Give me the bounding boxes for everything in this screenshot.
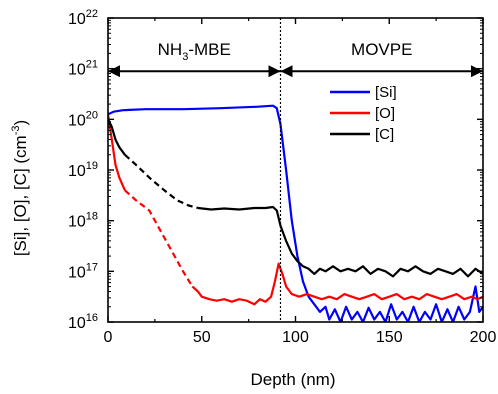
series-line-si-0 xyxy=(108,104,483,322)
y-tick-exponent: 22 xyxy=(86,8,98,20)
region-label-main: NH xyxy=(158,40,183,59)
y-tick-base: 10 xyxy=(68,11,86,28)
y-tick-exponent: 17 xyxy=(86,261,98,273)
series-line-o-0 xyxy=(108,114,126,191)
x-tick-label-200: 200 xyxy=(470,329,497,346)
series-group xyxy=(108,104,483,322)
y-tick-label-1e17: 1017 xyxy=(68,261,98,281)
legend-label-0: [Si] xyxy=(375,84,397,101)
y-tick-base: 10 xyxy=(68,264,86,281)
y-tick-base: 10 xyxy=(68,112,86,129)
legend-label-1: [O] xyxy=(375,105,395,122)
plot-area: 0 50 100 150 2001016101710181019102010211022… xyxy=(68,8,496,346)
region-label-main: MOVPE xyxy=(351,40,412,59)
series-line-c-1 xyxy=(124,153,199,210)
plot-frame xyxy=(107,17,484,323)
y-tick-exponent: 16 xyxy=(86,312,98,324)
y-tick-exponent: 21 xyxy=(86,59,98,71)
x-tick-label-0: 0 xyxy=(104,329,113,346)
x-tick-label-100: 100 xyxy=(282,329,309,346)
x-tick-label-50: 50 xyxy=(193,329,211,346)
region-label-subscript: 3 xyxy=(182,51,188,63)
region-label-rest: -MBE xyxy=(188,40,231,59)
y-tick-base: 10 xyxy=(68,315,86,332)
y-axis-title: [Si], [O], [C] (cm-3) xyxy=(10,120,30,256)
y-axis-title-main: [Si], [O], [C] (cm xyxy=(11,135,30,256)
y-tick-label-1e21: 1021 xyxy=(68,59,98,79)
y-tick-base: 10 xyxy=(68,163,86,180)
region-label-0: NH3-MBE xyxy=(158,40,231,63)
y-tick-exponent: 19 xyxy=(86,160,98,172)
y-tick-label-1e22: 1022 xyxy=(68,8,98,28)
region-label-1: MOVPE xyxy=(351,40,412,59)
legend-label-2: [C] xyxy=(375,126,394,143)
y-tick-label-1e18: 1018 xyxy=(68,211,98,231)
y-axis-title-close: ) xyxy=(11,120,30,126)
x-axis-title: Depth (nm) xyxy=(250,370,335,389)
y-tick-label-1e16: 1016 xyxy=(68,312,98,332)
y-tick-label-1e19: 1019 xyxy=(68,160,98,180)
y-tick-base: 10 xyxy=(68,62,86,79)
y-axis-title-exponent: -3 xyxy=(10,125,22,135)
y-tick-base: 10 xyxy=(68,214,86,231)
y-tick-exponent: 20 xyxy=(86,109,98,121)
y-tick-exponent: 18 xyxy=(86,211,98,223)
x-tick-label-150: 150 xyxy=(376,329,403,346)
y-tick-label-1e20: 1020 xyxy=(68,109,98,129)
series-line-o-2 xyxy=(191,262,483,306)
series-line-c-2 xyxy=(197,205,483,278)
series-line-o-1 xyxy=(124,189,194,288)
